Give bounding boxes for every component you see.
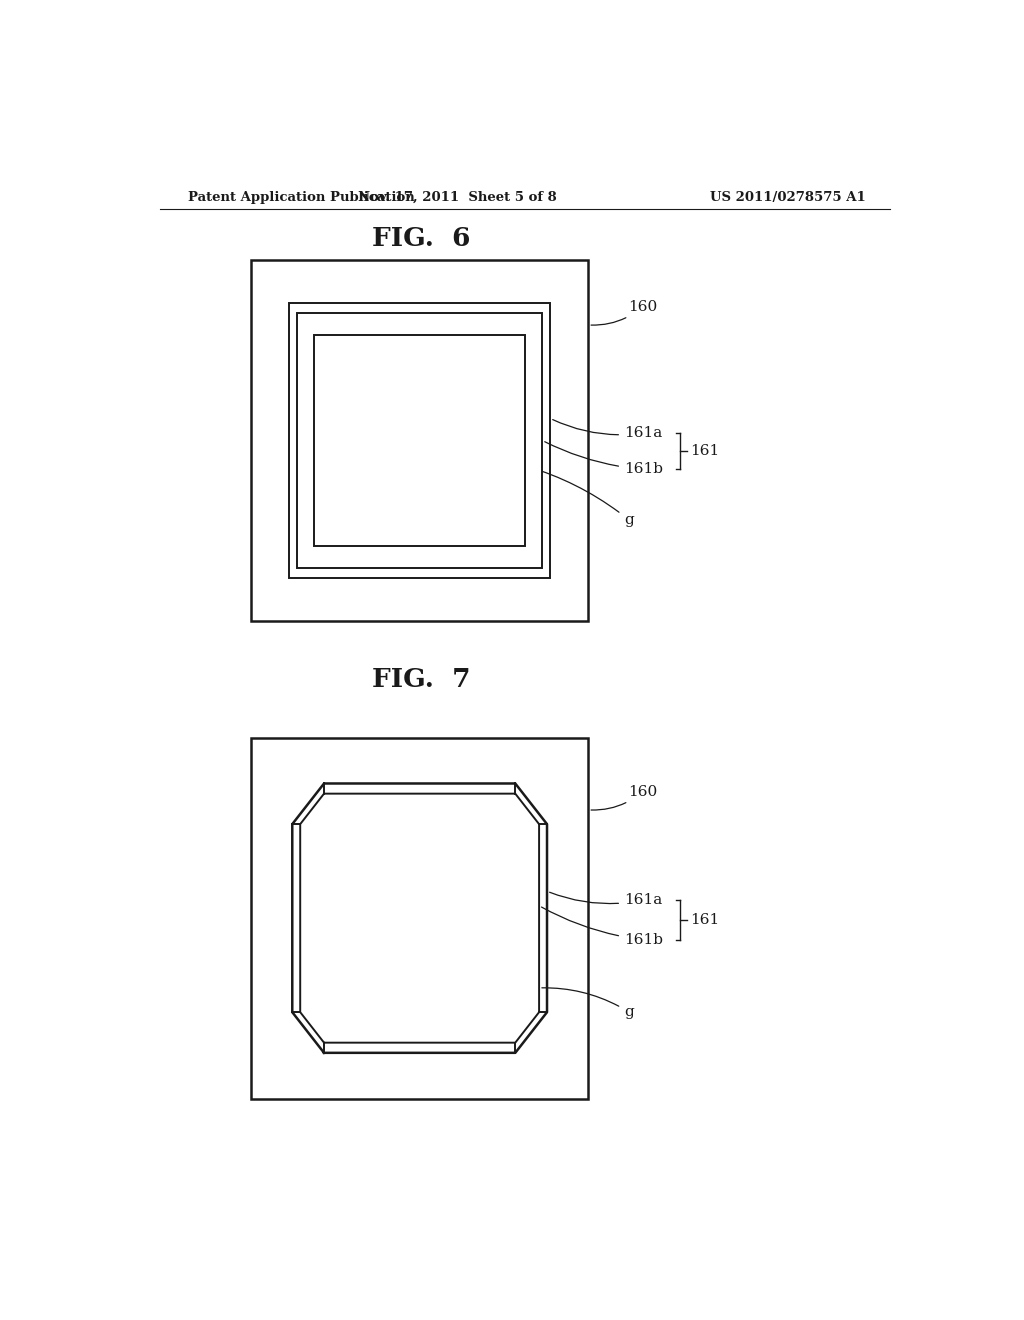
Text: g: g	[527, 466, 634, 527]
Text: US 2011/0278575 A1: US 2011/0278575 A1	[711, 190, 866, 203]
Text: 161a: 161a	[553, 420, 663, 441]
Text: 161a: 161a	[550, 892, 663, 907]
Text: Patent Application Publication: Patent Application Publication	[187, 190, 415, 203]
Bar	[251, 260, 588, 620]
Text: g: g	[542, 987, 634, 1019]
Bar	[289, 302, 550, 578]
Bar	[251, 738, 588, 1098]
Text: Nov. 17, 2011  Sheet 5 of 8: Nov. 17, 2011 Sheet 5 of 8	[358, 190, 557, 203]
Text: 161: 161	[690, 445, 719, 458]
Text: 161b: 161b	[542, 907, 663, 946]
Text: 160: 160	[591, 784, 657, 810]
Bar	[297, 313, 543, 568]
Text: 160: 160	[591, 300, 657, 325]
Bar	[314, 335, 524, 545]
Text: 161b: 161b	[545, 442, 663, 477]
Text: FIG.  6: FIG. 6	[373, 226, 471, 251]
Text: 161: 161	[690, 913, 719, 927]
Text: FIG.  7: FIG. 7	[373, 668, 471, 692]
